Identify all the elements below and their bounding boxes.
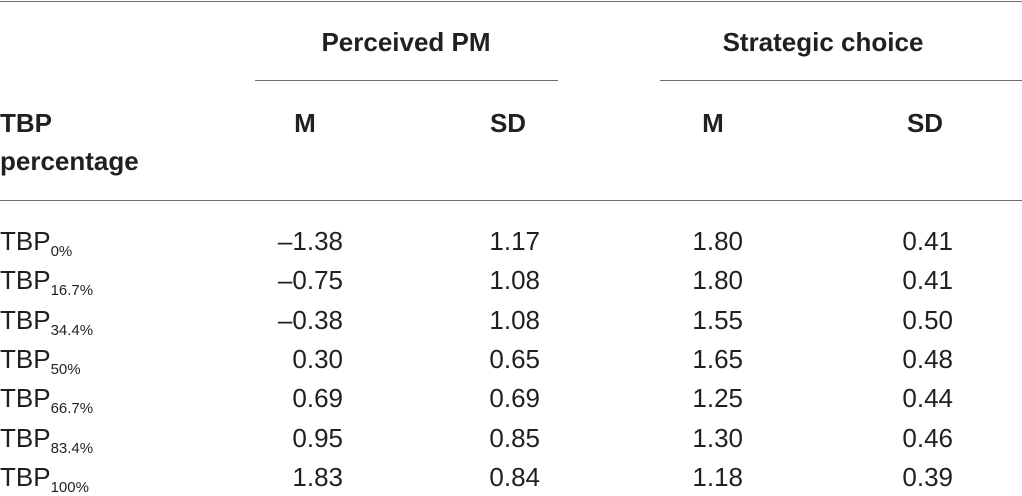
cell: 0.84 <box>489 461 540 492</box>
row-label: TBP83.4% <box>0 422 93 456</box>
cell: 0.69 <box>292 383 343 414</box>
label-sub: 0% <box>50 243 73 260</box>
cell: 0.85 <box>489 422 540 453</box>
row-label: TBP100% <box>0 461 89 495</box>
cell: 0.41 <box>902 226 953 256</box>
cell: 1.80 <box>692 265 743 296</box>
cell: 0.44 <box>902 383 953 414</box>
cell: 0.69 <box>489 383 540 414</box>
cell: –0.38 <box>277 304 343 335</box>
cell: 1.65 <box>692 343 743 374</box>
label-sub: 34.4% <box>50 321 94 339</box>
group-rule <box>255 80 558 81</box>
label-base: TBP <box>0 343 51 374</box>
cell: 0.46 <box>902 422 953 453</box>
cell: –0.75 <box>277 265 343 296</box>
group-header: Strategic choice <box>722 27 924 57</box>
cell: 0.41 <box>902 265 953 296</box>
cell: 1.55 <box>692 304 743 335</box>
row-label: TBP66.7% <box>0 383 93 416</box>
label-base: TBP <box>0 461 51 492</box>
row-header: TBP percentage <box>0 108 139 176</box>
column-header: SD <box>489 108 527 138</box>
column-header: SD <box>906 108 944 138</box>
cell: 0.39 <box>902 461 953 492</box>
label-sub: 50% <box>50 360 81 378</box>
cell: 1.25 <box>692 383 743 414</box>
cell: 1.18 <box>692 461 743 492</box>
label-base: TBP <box>0 383 51 414</box>
cell: 1.08 <box>489 265 540 296</box>
cell: 1.80 <box>692 226 743 256</box>
cell: 1.17 <box>489 226 540 256</box>
label-sub: 83.4% <box>50 439 94 457</box>
label-base: TBP <box>0 265 51 296</box>
group-rule <box>660 80 1022 81</box>
label-base: TBP <box>0 226 51 256</box>
label-base: TBP <box>0 304 51 335</box>
cell: 0.48 <box>902 343 953 374</box>
cell: 1.30 <box>692 422 743 453</box>
cell: 1.08 <box>489 304 540 335</box>
top-rule <box>0 1 1022 2</box>
cell: 0.65 <box>489 343 540 374</box>
group-header: Perceived PM <box>321 27 491 57</box>
row-label: TBP16.7% <box>0 265 93 298</box>
label-base: TBP <box>0 422 51 453</box>
label-sub: 16.7% <box>50 282 94 300</box>
cell: 1.83 <box>292 461 343 492</box>
header-rule <box>0 200 1022 201</box>
row-label: TBP0% <box>0 226 72 259</box>
cell: –1.38 <box>277 226 343 256</box>
column-header: M <box>702 108 724 138</box>
label-sub: 66.7% <box>50 400 94 418</box>
cell: 0.50 <box>902 304 953 335</box>
cell: 0.30 <box>292 343 343 374</box>
label-sub: 100% <box>50 478 89 496</box>
cell: 0.95 <box>292 422 343 453</box>
row-label: TBP34.4% <box>0 304 93 338</box>
row-label: TBP50% <box>0 343 81 377</box>
column-header: M <box>294 108 316 138</box>
